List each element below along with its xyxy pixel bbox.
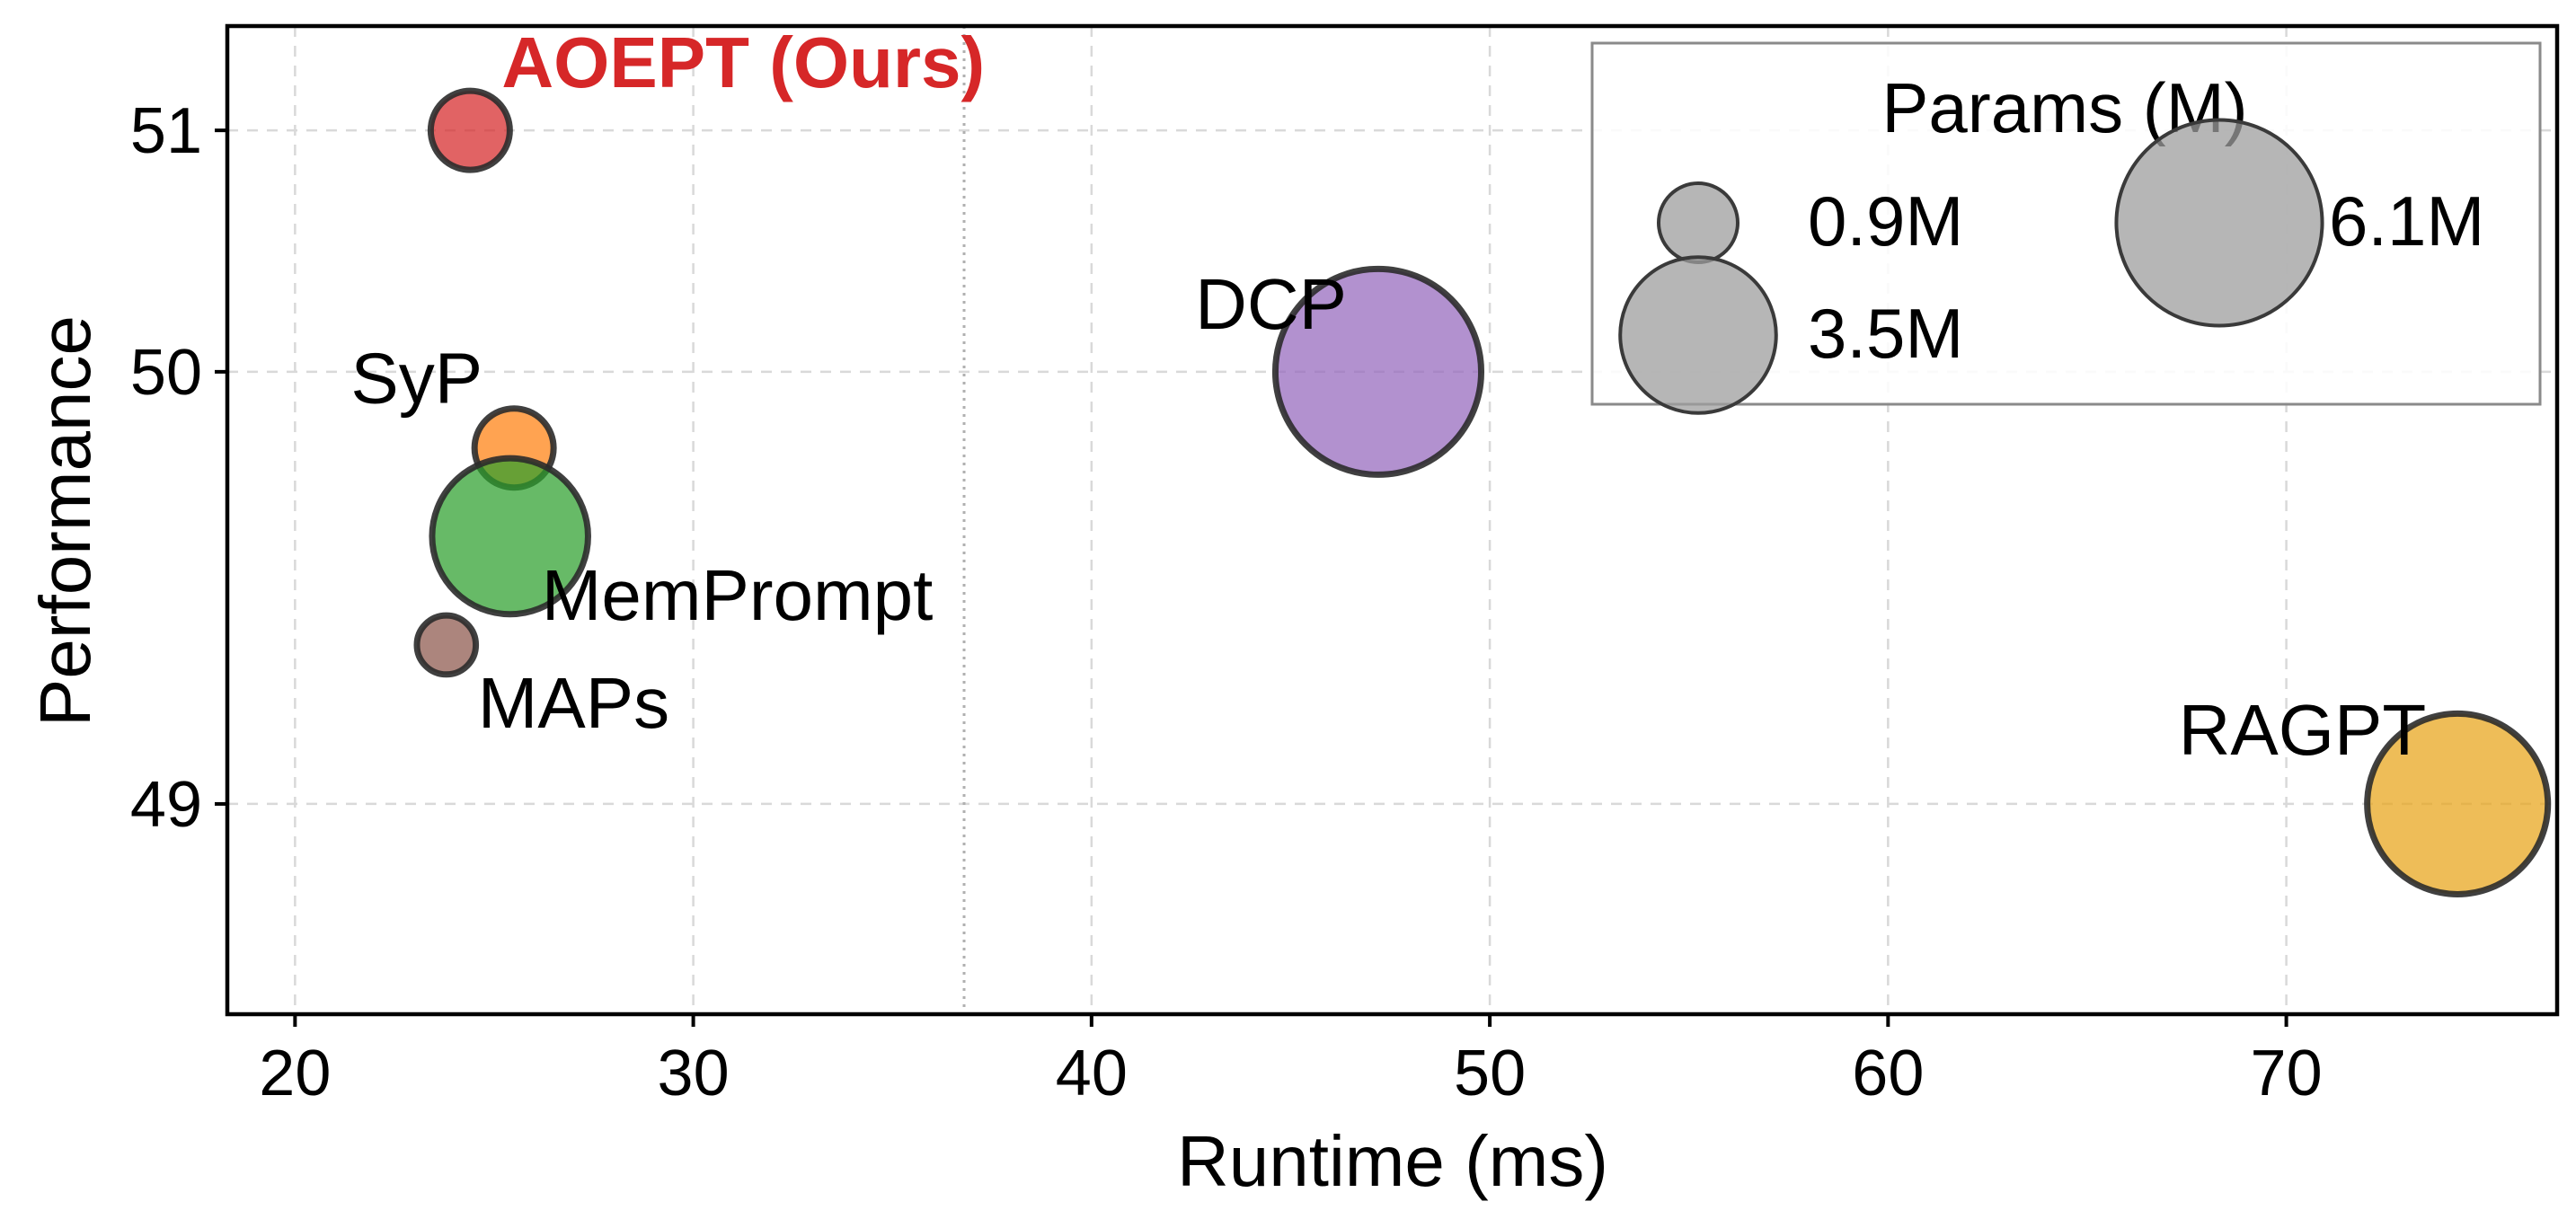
point-label-aoept-ours: AOEPT (Ours) bbox=[501, 22, 985, 102]
point-label-maps: MAPs bbox=[478, 663, 669, 743]
point-label-syp: SyP bbox=[350, 339, 482, 419]
legend-label: 0.9M bbox=[1808, 181, 1963, 261]
point-labels: AOEPT (Ours) DCP SyP MemPrompt MAPs RAGPT bbox=[350, 22, 2426, 770]
point-memprompt bbox=[429, 455, 591, 618]
x-axis-title: Runtime (ms) bbox=[1177, 1121, 1608, 1201]
legend-marker bbox=[1657, 181, 1739, 264]
point-label-dcp: DCP bbox=[1195, 264, 1347, 344]
x-tick-label: 30 bbox=[658, 1038, 730, 1109]
point-label-memprompt: MemPrompt bbox=[542, 555, 934, 635]
y-axis-title: Performance bbox=[25, 315, 105, 727]
plot-frame bbox=[225, 23, 2560, 1017]
legend-marker bbox=[1618, 255, 1778, 415]
legend: Params (M) 0.9M3.5M6.1M bbox=[1590, 41, 2542, 415]
point-aoept-ours bbox=[427, 87, 513, 173]
x-tick-label: 60 bbox=[1852, 1038, 1924, 1109]
point-label-ragpt: RAGPT bbox=[2179, 690, 2427, 770]
y-tick-label: 51 bbox=[130, 95, 202, 167]
point-dcp bbox=[1271, 265, 1485, 478]
x-tick-label: 50 bbox=[1454, 1038, 1526, 1109]
legend-marker bbox=[2114, 118, 2324, 328]
point-maps bbox=[413, 612, 480, 678]
y-tick-label: 50 bbox=[130, 337, 202, 409]
legend-label: 3.5M bbox=[1808, 294, 1963, 373]
y-tick-label: 49 bbox=[130, 769, 202, 841]
marks-layer bbox=[413, 87, 2552, 897]
x-tick-label: 40 bbox=[1056, 1038, 1128, 1109]
axis-ticks: 20 30 40 50 60 70 49 50 51 bbox=[130, 95, 2323, 1109]
legend-entries: 0.9M 3.5M 6.1M bbox=[1618, 118, 2484, 415]
point-ragpt bbox=[2364, 710, 2552, 897]
x-tick-label: 20 bbox=[259, 1038, 331, 1109]
x-tick-label: 70 bbox=[2251, 1038, 2323, 1109]
legend-label: 6.1M bbox=[2329, 181, 2484, 261]
